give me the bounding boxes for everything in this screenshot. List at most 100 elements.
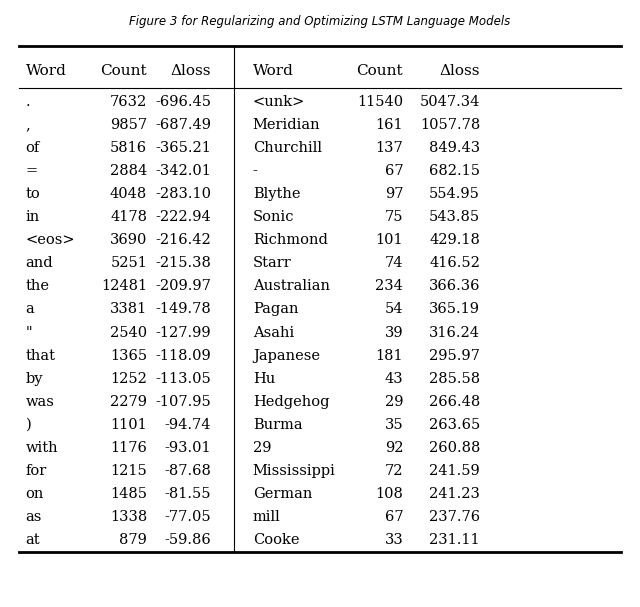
Text: 97: 97 <box>385 187 403 201</box>
Text: =: = <box>26 164 38 178</box>
Text: <unk>: <unk> <box>253 95 305 109</box>
Text: as: as <box>26 510 42 524</box>
Text: 39: 39 <box>385 325 403 339</box>
Text: 234: 234 <box>375 279 403 293</box>
Text: German: German <box>253 487 312 501</box>
Text: <eos>: <eos> <box>26 233 76 247</box>
Text: 1252: 1252 <box>110 371 147 385</box>
Text: 9857: 9857 <box>110 118 147 132</box>
Text: -93.01: -93.01 <box>164 441 211 455</box>
Text: 260.88: 260.88 <box>429 441 480 455</box>
Text: 682.15: 682.15 <box>429 164 480 178</box>
Text: with: with <box>26 441 58 455</box>
Text: Starr: Starr <box>253 256 292 270</box>
Text: 237.76: 237.76 <box>429 510 480 524</box>
Text: Δloss: Δloss <box>171 64 211 78</box>
Text: 5251: 5251 <box>110 256 147 270</box>
Text: Richmond: Richmond <box>253 233 328 247</box>
Text: Meridian: Meridian <box>253 118 321 132</box>
Text: ,: , <box>26 118 30 132</box>
Text: -: - <box>253 164 258 178</box>
Text: 1101: 1101 <box>111 418 147 432</box>
Text: by: by <box>26 371 43 385</box>
Text: 554.95: 554.95 <box>429 187 480 201</box>
Text: 543.85: 543.85 <box>429 210 480 224</box>
Text: ": " <box>26 325 32 339</box>
Text: -342.01: -342.01 <box>156 164 211 178</box>
Text: 101: 101 <box>376 233 403 247</box>
Text: Hu: Hu <box>253 371 275 385</box>
Text: Blythe: Blythe <box>253 187 300 201</box>
Text: 33: 33 <box>385 533 403 547</box>
Text: a: a <box>26 302 35 316</box>
Text: -149.78: -149.78 <box>156 302 211 316</box>
Text: was: was <box>26 395 54 409</box>
Text: 29: 29 <box>253 441 271 455</box>
Text: the: the <box>26 279 50 293</box>
Text: Australian: Australian <box>253 279 330 293</box>
Text: 43: 43 <box>385 371 403 385</box>
Text: 366.36: 366.36 <box>429 279 480 293</box>
Text: Word: Word <box>26 64 67 78</box>
Text: 2540: 2540 <box>110 325 147 339</box>
Text: -222.94: -222.94 <box>156 210 211 224</box>
Text: 1485: 1485 <box>110 487 147 501</box>
Text: 1057.78: 1057.78 <box>420 118 480 132</box>
Text: 4048: 4048 <box>110 187 147 201</box>
Text: -215.38: -215.38 <box>156 256 211 270</box>
Text: 92: 92 <box>385 441 403 455</box>
Text: ): ) <box>26 418 31 432</box>
Text: -81.55: -81.55 <box>164 487 211 501</box>
Text: 879: 879 <box>119 533 147 547</box>
Text: -113.05: -113.05 <box>156 371 211 385</box>
Text: 1176: 1176 <box>110 441 147 455</box>
Text: 263.65: 263.65 <box>429 418 480 432</box>
Text: and: and <box>26 256 53 270</box>
Text: at: at <box>26 533 40 547</box>
Text: 74: 74 <box>385 256 403 270</box>
Text: of: of <box>26 141 40 155</box>
Text: 266.48: 266.48 <box>429 395 480 409</box>
Text: 181: 181 <box>376 348 403 362</box>
Text: Asahi: Asahi <box>253 325 294 339</box>
Text: 75: 75 <box>385 210 403 224</box>
Text: 35: 35 <box>385 418 403 432</box>
Text: 54: 54 <box>385 302 403 316</box>
Text: 72: 72 <box>385 464 403 478</box>
Text: Japanese: Japanese <box>253 348 320 362</box>
Text: Churchill: Churchill <box>253 141 322 155</box>
Text: 5816: 5816 <box>110 141 147 155</box>
Text: 3690: 3690 <box>110 233 147 247</box>
Text: mill: mill <box>253 510 280 524</box>
Text: Figure 3 for Regularizing and Optimizing LSTM Language Models: Figure 3 for Regularizing and Optimizing… <box>129 15 511 28</box>
Text: -216.42: -216.42 <box>156 233 211 247</box>
Text: -59.86: -59.86 <box>164 533 211 547</box>
Text: -94.74: -94.74 <box>164 418 211 432</box>
Text: 241.23: 241.23 <box>429 487 480 501</box>
Text: Sonic: Sonic <box>253 210 294 224</box>
Text: Δloss: Δloss <box>440 64 480 78</box>
Text: on: on <box>26 487 44 501</box>
Text: 2279: 2279 <box>110 395 147 409</box>
Text: -107.95: -107.95 <box>156 395 211 409</box>
Text: 1338: 1338 <box>110 510 147 524</box>
Text: 1365: 1365 <box>110 348 147 362</box>
Text: Count: Count <box>356 64 403 78</box>
Text: Pagan: Pagan <box>253 302 298 316</box>
Text: -283.10: -283.10 <box>156 187 211 201</box>
Text: -696.45: -696.45 <box>156 95 211 109</box>
Text: -127.99: -127.99 <box>156 325 211 339</box>
Text: -687.49: -687.49 <box>156 118 211 132</box>
Text: 5047.34: 5047.34 <box>420 95 480 109</box>
Text: 12481: 12481 <box>101 279 147 293</box>
Text: 108: 108 <box>375 487 403 501</box>
Text: that: that <box>26 348 56 362</box>
Text: 161: 161 <box>376 118 403 132</box>
Text: 2884: 2884 <box>110 164 147 178</box>
Text: Burma: Burma <box>253 418 303 432</box>
Text: 67: 67 <box>385 510 403 524</box>
Text: 67: 67 <box>385 164 403 178</box>
Text: Hedgehog: Hedgehog <box>253 395 330 409</box>
Text: -365.21: -365.21 <box>156 141 211 155</box>
Text: -87.68: -87.68 <box>164 464 211 478</box>
